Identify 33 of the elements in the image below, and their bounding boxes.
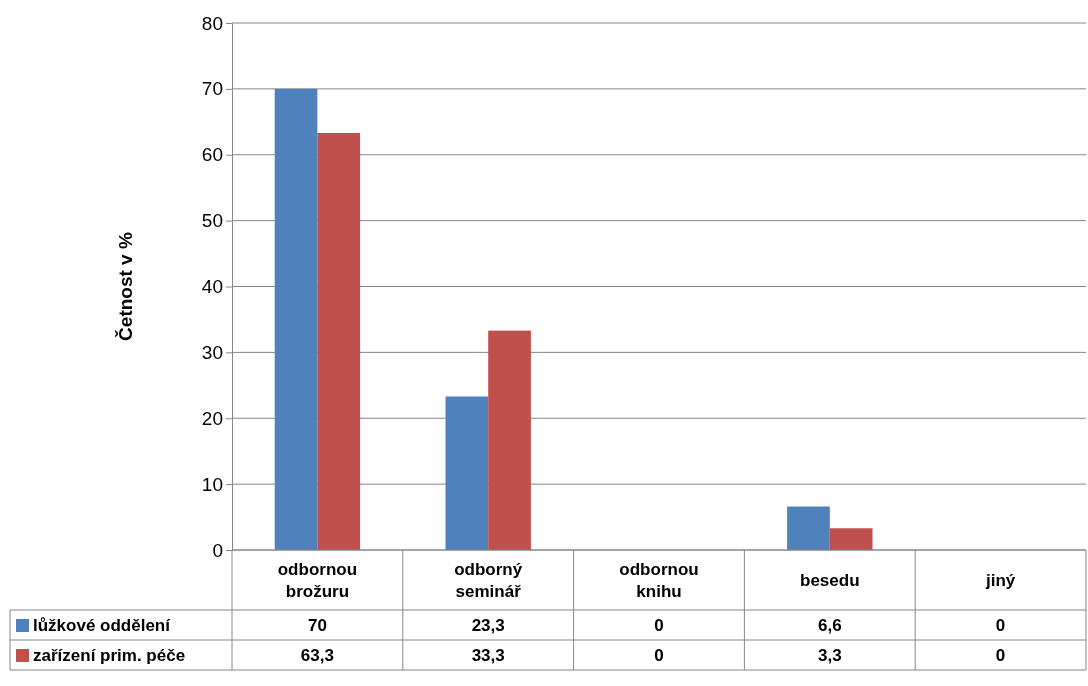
bar — [488, 330, 531, 550]
y-tick-label: 20 — [201, 407, 223, 429]
y-axis-title: Četnost v % — [115, 232, 136, 341]
data-label: 0 — [654, 646, 664, 665]
bar — [274, 88, 318, 550]
data-label: 3,3 — [817, 646, 842, 665]
y-tick-label: 50 — [201, 210, 223, 232]
y-tick-label: 0 — [212, 539, 223, 561]
y-tick-label: 80 — [201, 12, 223, 34]
x-tick-label: odborný seminář — [454, 560, 523, 601]
x-tick-label: odbornou brožuru — [277, 560, 358, 601]
x-tick-label: besedu — [800, 571, 860, 590]
data-label: 0 — [995, 646, 1006, 665]
data-label: 23,3 — [471, 616, 505, 635]
y-tick-label: 10 — [201, 473, 223, 495]
data-label: 63,3 — [300, 646, 334, 665]
bar — [445, 396, 489, 550]
legend-label: zařízení prim. péče — [33, 646, 186, 665]
data-label: 0 — [654, 616, 664, 635]
data-label: 70 — [307, 616, 327, 635]
bar — [787, 506, 830, 550]
bar — [317, 133, 361, 550]
bar — [829, 528, 873, 550]
x-tick-label: jiný — [984, 571, 1016, 590]
legend-label: lůžkové oddělení — [33, 616, 172, 635]
y-tick-label: 70 — [201, 78, 223, 100]
data-label: 33,3 — [471, 646, 505, 665]
x-tick-label: odbornou knihu — [619, 560, 699, 601]
y-tick-label: 30 — [201, 341, 223, 363]
data-label: 0 — [995, 616, 1006, 635]
data-label: 6,6 — [817, 616, 842, 635]
y-tick-label: 40 — [201, 276, 223, 298]
y-tick-label: 60 — [201, 144, 223, 166]
